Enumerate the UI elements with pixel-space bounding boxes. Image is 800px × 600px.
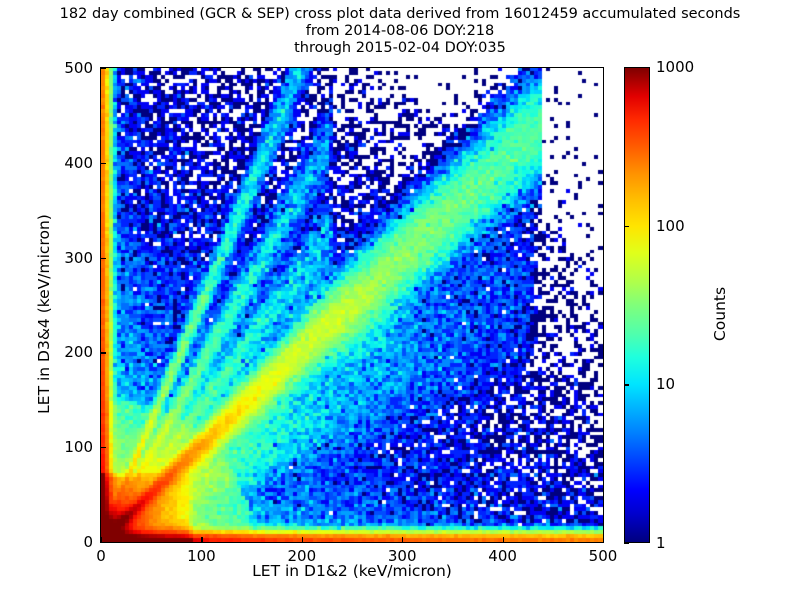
colorbar-tick-label-10: 10 xyxy=(656,375,676,394)
y-tick-400 xyxy=(101,162,106,165)
colorbar-label: Counts xyxy=(711,286,729,342)
x-tick-label-300: 300 xyxy=(387,547,417,565)
plot-title: 182 day combined (GCR & SEP) cross plot … xyxy=(0,6,800,57)
colorbar-tick-label-100: 100 xyxy=(656,216,685,235)
colorbar-tick-10 xyxy=(624,384,629,386)
y-tick-label-0: 0 xyxy=(83,533,93,551)
y-tick-100 xyxy=(101,447,106,449)
y-tick-200 xyxy=(101,352,106,354)
colorbar-tick-label-1000: 1000 xyxy=(656,58,695,76)
x-tick-400 xyxy=(502,537,504,542)
y-tick-0 xyxy=(101,542,106,543)
y-tick-label-500: 500 xyxy=(64,59,93,77)
x-tick-label-500: 500 xyxy=(588,547,618,565)
heatmap-scatter-layer xyxy=(101,68,603,542)
colorbar-tick-1000 xyxy=(624,67,629,69)
colorbar-tick-1 xyxy=(624,543,629,545)
x-tick-label-200: 200 xyxy=(287,547,317,565)
y-tick-300 xyxy=(101,257,106,259)
x-tick-200 xyxy=(301,537,304,542)
colorbar-tick-100 xyxy=(624,225,629,227)
x-tick-500 xyxy=(603,537,604,542)
title-line-3: through 2015-02-04 DOY:035 xyxy=(294,40,506,56)
colorbar[interactable] xyxy=(624,67,650,543)
y-tick-label-300: 300 xyxy=(64,248,93,267)
y-axis-label: LET in D3&4 (keV/micron) xyxy=(35,214,53,414)
x-tick-300 xyxy=(402,537,404,542)
title-line-2: from 2014-08-06 DOY:218 xyxy=(305,23,495,39)
x-tick-0 xyxy=(101,537,103,542)
x-tick-label-0: 0 xyxy=(96,547,106,565)
y-tick-label-100: 100 xyxy=(64,438,93,457)
y-tick-500 xyxy=(101,68,106,70)
x-tick-100 xyxy=(201,537,203,542)
colorbar-tick-label-1: 1 xyxy=(656,534,666,552)
x-axis-label: LET in D1&2 (keV/micron) xyxy=(252,562,452,580)
x-tick-label-100: 100 xyxy=(187,547,216,565)
plot-area[interactable] xyxy=(100,67,604,543)
title-line-1: 182 day combined (GCR & SEP) cross plot … xyxy=(59,6,741,22)
y-tick-label-400: 400 xyxy=(64,153,93,172)
y-tick-label-200: 200 xyxy=(64,343,93,362)
x-tick-label-400: 400 xyxy=(488,547,517,565)
